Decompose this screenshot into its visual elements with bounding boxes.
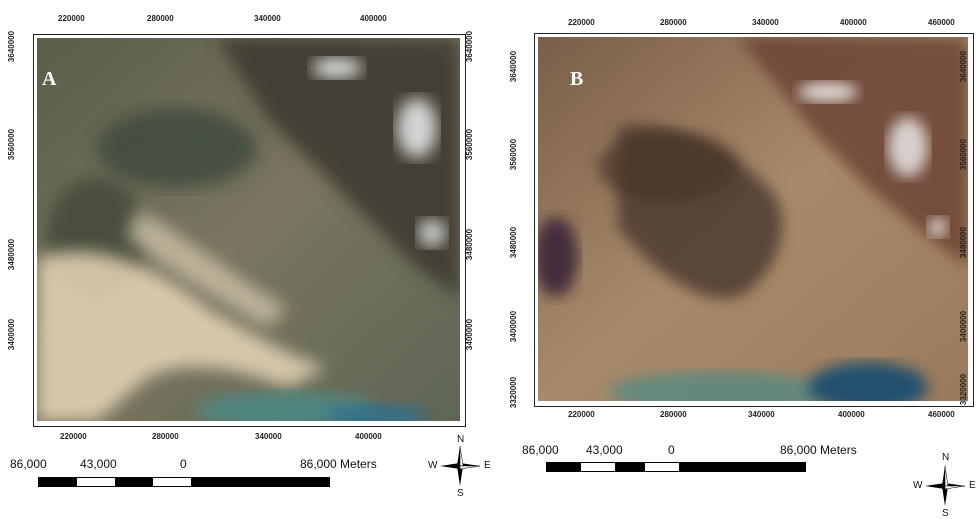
y-tick-right-a-1: 3640000 (465, 30, 475, 63)
y-tick-right-a-4: 3400000 (465, 318, 475, 351)
y-tick-left-a-3: 3480000 (7, 238, 17, 271)
x-tick-bottom-a-2: 280000 (152, 432, 179, 441)
x-tick-bottom-a-1: 220000 (60, 432, 87, 441)
x-tick-top-b-1: 220000 (568, 18, 595, 27)
compass-rose-icon (440, 445, 481, 486)
x-tick-top-a-4: 400000 (360, 14, 387, 23)
compass-rose-icon (925, 465, 966, 506)
north-arrow-b: N S W E (913, 452, 976, 519)
y-tick-left-a-1: 3640000 (7, 30, 17, 63)
scale-label-mid-a: 43,000 (80, 457, 117, 471)
x-tick-bottom-b-2: 280000 (660, 410, 687, 419)
panel-label-b: B (570, 68, 584, 90)
compass-n-b: N (942, 452, 950, 463)
scale-label-right-a: 86,000 Meters (300, 457, 377, 471)
x-tick-top-a-2: 280000 (147, 14, 174, 23)
north-arrow-a: N S W E (428, 434, 491, 499)
scale-bar-b (546, 462, 806, 472)
x-tick-bottom-b-4: 400000 (838, 410, 865, 419)
compass-e-a: E (484, 460, 491, 471)
y-tick-right-b-5: 3320000 (959, 373, 969, 406)
x-tick-top-a-3: 340000 (254, 14, 281, 23)
y-tick-right-a-2: 3560000 (465, 128, 475, 161)
x-tick-top-b-5: 460000 (928, 18, 955, 27)
compass-s-a: S (457, 488, 464, 499)
satellite-image-b (538, 37, 968, 401)
compass-e-b: E (969, 480, 976, 491)
y-tick-right-a-3: 3480000 (465, 228, 475, 261)
y-tick-left-b-4: 3400000 (509, 310, 519, 343)
y-tick-right-b-4: 3400000 (959, 310, 969, 343)
y-tick-left-b-2: 3560000 (509, 138, 519, 171)
scale-label-left-b: 86,000 (522, 443, 559, 457)
y-tick-right-b-3: 3480000 (959, 226, 969, 259)
map-panel-a: A 220000 280000 340000 400000 220000 280… (7, 14, 491, 499)
x-tick-top-b-4: 400000 (840, 18, 867, 27)
satellite-image-a (37, 38, 460, 421)
scale-label-mid-b: 43,000 (586, 443, 623, 457)
map-panel-b: B 220000 280000 340000 400000 460000 220… (500, 0, 979, 519)
compass-n-a: N (457, 434, 465, 445)
scale-bar-a (38, 477, 330, 487)
scale-label-left-a: 86,000 (10, 457, 47, 471)
x-tick-top-b-3: 340000 (752, 18, 779, 27)
x-tick-bottom-b-1: 220000 (568, 410, 595, 419)
compass-w-a: W (428, 460, 438, 471)
scale-label-zero-b: 0 (668, 443, 675, 457)
x-tick-bottom-b-5: 460000 (928, 410, 955, 419)
x-tick-bottom-b-3: 340000 (748, 410, 775, 419)
compass-s-b: S (942, 508, 949, 519)
x-tick-top-a-1: 220000 (58, 14, 85, 23)
y-tick-left-b-3: 3480000 (509, 226, 519, 259)
x-tick-bottom-a-4: 400000 (355, 432, 382, 441)
x-tick-bottom-a-3: 340000 (255, 432, 282, 441)
y-tick-left-b-1: 3640000 (509, 50, 519, 83)
x-tick-top-b-2: 280000 (660, 18, 687, 27)
panel-label-a: A (42, 68, 57, 90)
y-tick-left-b-5: 3320000 (509, 376, 519, 409)
scale-label-zero-a: 0 (180, 457, 187, 471)
y-tick-right-b-1: 3640000 (959, 50, 969, 83)
compass-w-b: W (913, 480, 923, 491)
y-tick-left-a-4: 3400000 (7, 318, 17, 351)
scale-label-right-b: 86,000 Meters (780, 443, 857, 457)
y-tick-left-a-2: 3560000 (7, 128, 17, 161)
y-tick-right-b-2: 3560000 (959, 138, 969, 171)
